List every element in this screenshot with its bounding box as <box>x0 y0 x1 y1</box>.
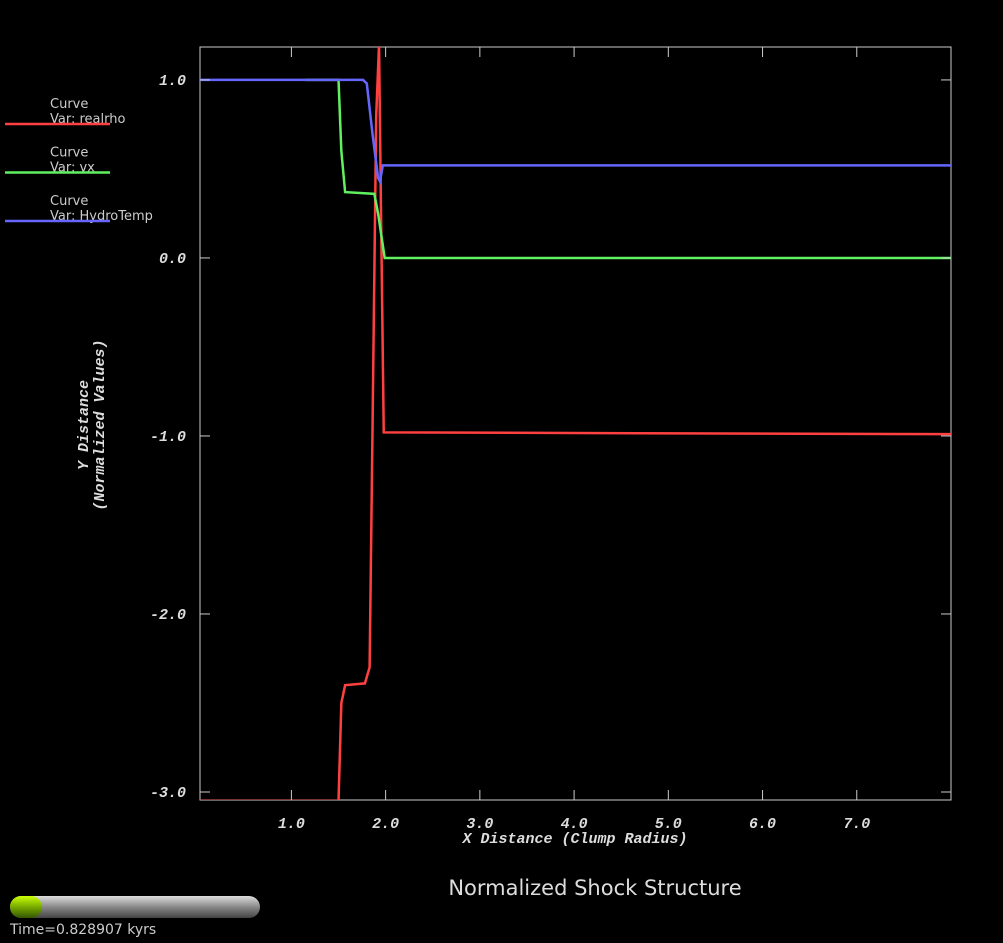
x-tick-label: 3.0 <box>466 816 493 833</box>
time-slider-fill <box>10 896 42 918</box>
time-label: Time=0.828907 kyrs <box>9 922 156 938</box>
series-line <box>200 78 951 186</box>
plot-frame <box>199 46 952 801</box>
x-tick-label: 2.0 <box>372 816 399 833</box>
y-axis-label-line: Y Distance <box>76 380 93 470</box>
y-tick-label: 0.0 <box>159 251 186 268</box>
y-axis-label: Y Distance (Normalized Values) <box>76 339 109 510</box>
x-axis-label: X Distance (Clump Radius) <box>461 831 687 848</box>
y-tick-label: -1.0 <box>150 429 186 446</box>
legend-title: Curve <box>50 194 88 209</box>
legend-title: Curve <box>50 97 88 112</box>
y-axis-label-line: (Normalized Values) <box>92 339 109 510</box>
x-tick-label: 7.0 <box>843 816 870 833</box>
y-tick-label: 1.0 <box>159 73 186 90</box>
x-tick-label: 4.0 <box>561 816 588 833</box>
series-line <box>305 78 951 260</box>
plot-lines <box>200 47 951 800</box>
series-line <box>200 47 951 800</box>
chart-title: Normalized Shock Structure <box>448 876 741 900</box>
x-tick-label: 6.0 <box>749 816 776 833</box>
x-tick-label: 5.0 <box>655 816 682 833</box>
y-tick-label: -2.0 <box>150 607 186 624</box>
y-tick-label: -3.0 <box>150 785 186 802</box>
x-tick-label: 1.0 <box>278 816 305 833</box>
time-slider[interactable] <box>10 896 260 918</box>
legend-title: Curve <box>50 146 88 161</box>
